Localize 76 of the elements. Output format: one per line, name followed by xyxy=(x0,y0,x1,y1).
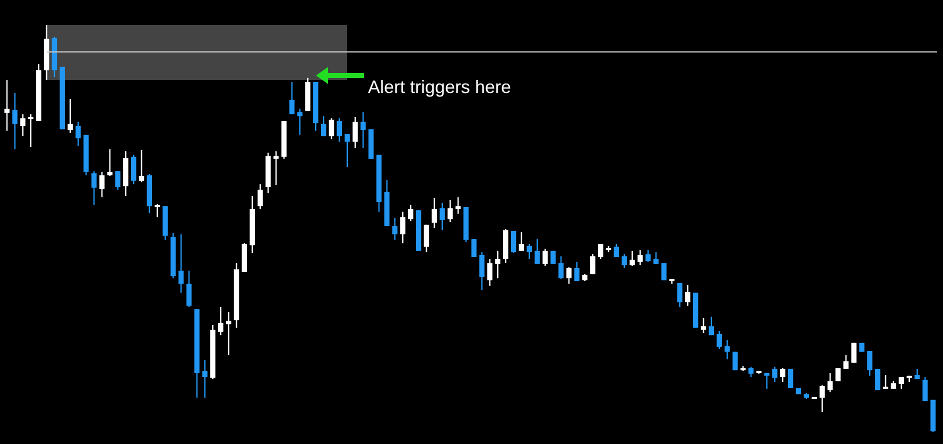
candlestick xyxy=(115,170,120,190)
candlestick xyxy=(424,224,430,253)
candlestick xyxy=(392,217,398,241)
candlestick xyxy=(258,183,263,210)
candlestick xyxy=(68,98,73,134)
candlestick xyxy=(448,199,453,223)
candlestick xyxy=(336,118,342,142)
candlestick xyxy=(622,253,627,269)
candlestick xyxy=(352,116,358,149)
candlestick xyxy=(99,171,105,198)
candlestick xyxy=(432,197,437,229)
candlestick xyxy=(4,79,10,132)
candlestick xyxy=(518,232,524,252)
candlestick xyxy=(661,262,667,281)
candlestick xyxy=(154,203,160,218)
candlestick xyxy=(614,243,620,258)
candlestick xyxy=(748,366,754,378)
candlestick xyxy=(178,234,184,294)
candlestick xyxy=(76,121,81,147)
candlestick xyxy=(202,359,208,398)
candlestick xyxy=(700,317,706,334)
candlestick xyxy=(574,261,580,282)
candlestick xyxy=(630,250,635,267)
candlestick xyxy=(828,372,833,393)
candlestick xyxy=(12,92,18,150)
candlestick xyxy=(471,238,477,258)
candlestick xyxy=(638,249,643,266)
candlestick xyxy=(645,249,651,263)
candlestick xyxy=(400,211,406,244)
candlestick xyxy=(590,253,596,275)
candlestick xyxy=(297,108,302,136)
candlestick xyxy=(898,376,904,390)
candlestick xyxy=(526,243,532,260)
candlestick xyxy=(20,113,26,137)
candlestick xyxy=(479,251,484,291)
annotation: Alert triggers here xyxy=(368,77,512,98)
candlestick xyxy=(542,248,548,267)
candlestick xyxy=(289,81,295,115)
candlestick xyxy=(91,170,97,206)
candlestick xyxy=(218,306,224,336)
candlestick xyxy=(598,243,604,260)
candlestick xyxy=(843,354,849,370)
candlestick xyxy=(440,202,445,231)
candlestick xyxy=(510,230,516,254)
candlestick xyxy=(566,266,572,284)
candlestick xyxy=(186,270,192,308)
candlestick xyxy=(344,133,350,168)
candlestick xyxy=(550,250,556,265)
candlestick xyxy=(708,316,714,336)
candlestick xyxy=(772,366,778,383)
candlestick xyxy=(138,149,144,183)
candlestick xyxy=(685,284,690,306)
candlestick xyxy=(408,204,414,222)
candlestick xyxy=(487,258,492,287)
candlestick xyxy=(360,111,366,149)
candlestick xyxy=(320,116,326,137)
candlestick xyxy=(764,372,770,390)
candlestick xyxy=(456,196,461,214)
candlestick xyxy=(534,238,540,265)
candlestick xyxy=(328,118,334,140)
candlestick xyxy=(495,250,500,279)
candlestick xyxy=(820,384,825,413)
candlestick xyxy=(716,330,722,350)
candlestick xyxy=(922,376,928,402)
candlestick xyxy=(558,256,564,280)
candlestick xyxy=(851,342,856,364)
candlestick xyxy=(882,374,888,390)
candlestick xyxy=(780,367,786,383)
candlestick xyxy=(677,282,682,308)
candlestick xyxy=(867,350,872,376)
candlestick xyxy=(835,367,841,382)
candlestick xyxy=(28,113,34,148)
candlestick xyxy=(653,251,659,265)
candlestick xyxy=(107,148,112,177)
candlestick xyxy=(273,150,279,186)
candlestick xyxy=(724,339,730,360)
